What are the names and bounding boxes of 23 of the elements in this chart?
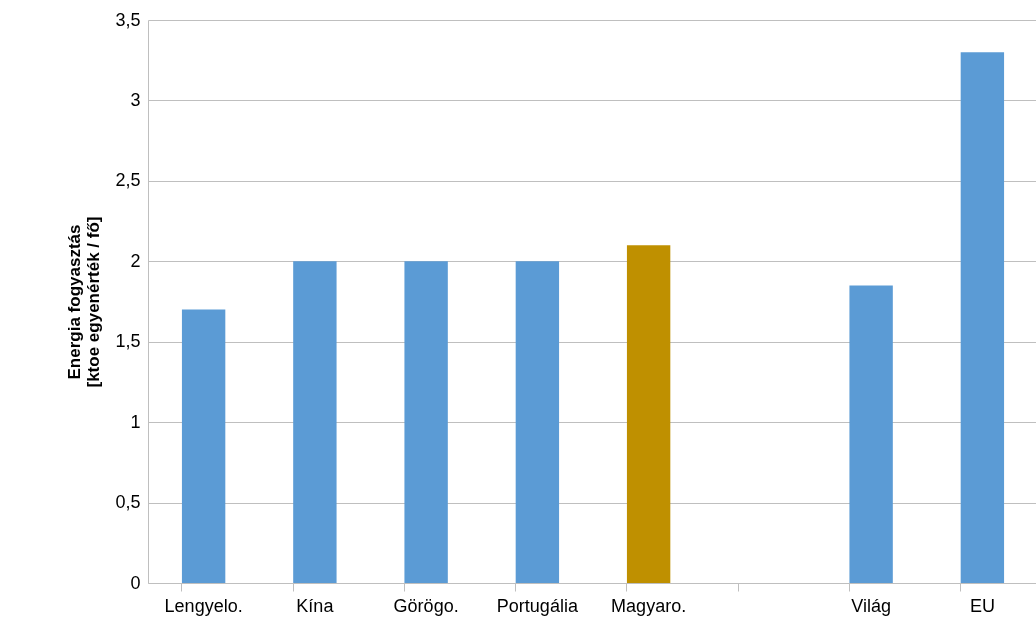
y-tick-label: 1,5	[115, 331, 141, 352]
y-tick-label: 1	[130, 411, 141, 432]
bar	[849, 285, 893, 583]
bar	[626, 245, 671, 583]
x-tick-label: Magyaro.	[611, 595, 687, 616]
bar	[293, 261, 337, 583]
y-tick-label: 0	[130, 572, 141, 593]
y-tick-label: 3,5	[115, 9, 141, 30]
bar	[960, 52, 1005, 583]
y-axis-title: Energia fogyasztás [ktoe egyenérték / fő]	[65, 216, 104, 388]
bar	[181, 309, 226, 583]
y-tick-label: 2,5	[115, 170, 141, 191]
x-tick-label: Világ	[851, 595, 891, 616]
bar	[515, 261, 560, 583]
x-tick-label: Lengyelo.	[164, 595, 243, 616]
x-tick-label: EU	[969, 595, 995, 616]
bar	[404, 261, 448, 583]
x-tick-label: Görögo.	[393, 595, 459, 616]
y-tick-label: 0,5	[115, 492, 141, 513]
y-tick-label: 2	[130, 250, 141, 271]
y-tick-label: 3	[130, 89, 141, 110]
x-tick-label: Kína	[296, 595, 335, 616]
x-tick-label: Portugália	[496, 595, 579, 616]
